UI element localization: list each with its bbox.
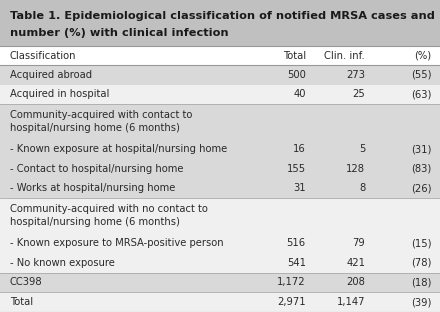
Text: 421: 421 — [346, 258, 365, 268]
Bar — [0, 253, 440, 273]
Text: - Known exposure to MRSA-positive person: - Known exposure to MRSA-positive person — [10, 238, 224, 248]
Text: Acquired in hospital: Acquired in hospital — [10, 90, 109, 100]
Bar — [0, 0, 440, 46]
Text: 541: 541 — [287, 258, 306, 268]
Text: Community-acquired with contact to: Community-acquired with contact to — [10, 110, 192, 120]
Text: - No known exposure: - No known exposure — [10, 258, 114, 268]
Bar — [0, 139, 440, 159]
Text: 25: 25 — [352, 90, 365, 100]
Text: 8: 8 — [359, 183, 365, 193]
Bar — [0, 233, 440, 253]
Text: Total: Total — [282, 51, 306, 61]
Text: 128: 128 — [346, 164, 365, 174]
Text: (55): (55) — [411, 70, 431, 80]
Text: Table 1. Epidemiological classification of notified MRSA cases and: Table 1. Epidemiological classification … — [10, 11, 435, 21]
Text: (18): (18) — [411, 277, 431, 287]
Text: hospital/nursing home (6 months): hospital/nursing home (6 months) — [10, 217, 180, 227]
Text: 5: 5 — [359, 144, 365, 154]
Bar — [0, 273, 440, 292]
Text: CC398: CC398 — [10, 277, 42, 287]
Text: 31: 31 — [293, 183, 306, 193]
Bar — [0, 104, 440, 139]
Text: (31): (31) — [411, 144, 431, 154]
Text: 273: 273 — [346, 70, 365, 80]
Text: 1,147: 1,147 — [337, 297, 365, 307]
Text: 516: 516 — [287, 238, 306, 248]
Text: 40: 40 — [293, 90, 306, 100]
Text: 155: 155 — [287, 164, 306, 174]
Text: 1,172: 1,172 — [277, 277, 306, 287]
Bar — [0, 46, 440, 65]
Text: Total: Total — [10, 297, 33, 307]
Text: - Known exposure at hospital/nursing home: - Known exposure at hospital/nursing hom… — [10, 144, 227, 154]
Text: 500: 500 — [287, 70, 306, 80]
Text: 208: 208 — [346, 277, 365, 287]
Text: 79: 79 — [352, 238, 365, 248]
Text: - Contact to hospital/nursing home: - Contact to hospital/nursing home — [10, 164, 183, 174]
Text: (63): (63) — [411, 90, 431, 100]
Text: (%): (%) — [414, 51, 431, 61]
Bar — [0, 65, 440, 85]
Text: (83): (83) — [411, 164, 431, 174]
Text: 2,971: 2,971 — [277, 297, 306, 307]
Text: number (%) with clinical infection: number (%) with clinical infection — [10, 28, 228, 38]
Bar — [0, 198, 440, 233]
Text: (78): (78) — [411, 258, 431, 268]
Bar — [0, 178, 440, 198]
Text: Acquired abroad: Acquired abroad — [10, 70, 92, 80]
Text: (15): (15) — [411, 238, 431, 248]
Text: hospital/nursing home (6 months): hospital/nursing home (6 months) — [10, 123, 180, 133]
Bar — [0, 292, 440, 312]
Text: Clin. inf.: Clin. inf. — [324, 51, 365, 61]
Text: 16: 16 — [293, 144, 306, 154]
Text: (39): (39) — [411, 297, 431, 307]
Bar — [0, 85, 440, 104]
Text: (26): (26) — [411, 183, 431, 193]
Text: Community-acquired with no contact to: Community-acquired with no contact to — [10, 204, 208, 214]
Text: Classification: Classification — [10, 51, 76, 61]
Bar — [0, 159, 440, 178]
Text: - Works at hospital/nursing home: - Works at hospital/nursing home — [10, 183, 175, 193]
